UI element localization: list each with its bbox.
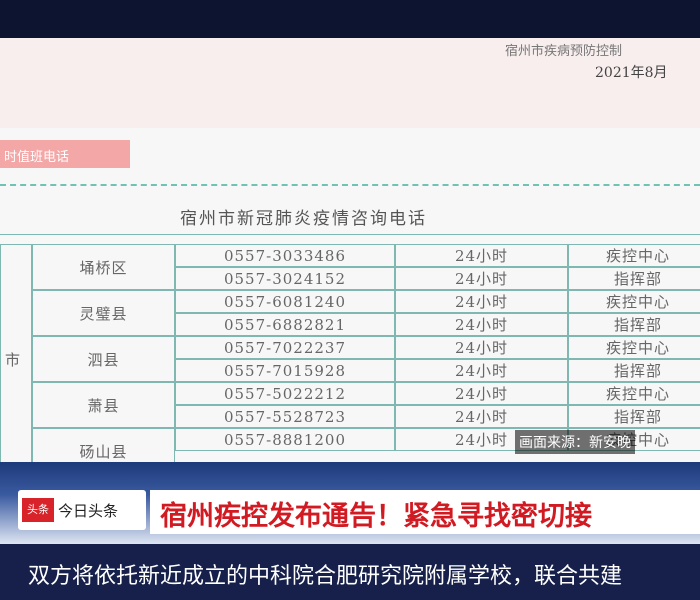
hours-cell: 24小时 (395, 359, 568, 382)
logo: 头条 (22, 498, 54, 522)
phone-cell: 0557-5528723 (175, 405, 395, 428)
hours-cell: 24小时 (395, 405, 568, 428)
table-top (0, 234, 700, 235)
district-cell: 埇桥区 (32, 244, 175, 290)
unit-cell: 指挥部 (568, 405, 700, 428)
button[interactable]: 时值班电话 (0, 140, 130, 168)
unit-cell: 指挥部 (568, 267, 700, 290)
headline: 宿州疾控发布通告！紧急寻找密切接 (150, 490, 700, 534)
district-cell: 泗县 (32, 336, 175, 382)
table-title: 宿州市新冠肺炎疫情咨询电话 (180, 209, 427, 229)
ticker: 双方将依托新近成立的中科院合肥研究院附属学校，联合共建 (0, 544, 700, 600)
channel: 今日头条 (58, 502, 119, 520)
divider (0, 184, 700, 186)
header-date: 2021年8月 (595, 65, 668, 81)
unit-cell: 疾控中心 (568, 290, 700, 313)
source-label: 画面来源：新安晚 (515, 430, 635, 454)
region-cell: 市 (0, 244, 32, 474)
phone-cell: 0557-6882821 (175, 313, 395, 336)
doc-header (0, 38, 700, 128)
hours-cell: 24小时 (395, 290, 568, 313)
hours-cell: 24小时 (395, 336, 568, 359)
phone-cell: 0557-3024152 (175, 267, 395, 290)
phone-cell: 0557-7015928 (175, 359, 395, 382)
unit-cell: 疾控中心 (568, 244, 700, 267)
hours-cell: 24小时 (395, 382, 568, 405)
phone-cell: 0557-5022212 (175, 382, 395, 405)
phone-cell: 0557-7022237 (175, 336, 395, 359)
phone-cell: 0557-8881200 (175, 428, 395, 451)
hours-cell: 24小时 (395, 244, 568, 267)
unit-cell: 指挥部 (568, 313, 700, 336)
unit-cell: 指挥部 (568, 359, 700, 382)
hours-cell: 24小时 (395, 313, 568, 336)
hours-cell: 24小时 (395, 267, 568, 290)
district-cell: 灵璧县 (32, 290, 175, 336)
district-cell: 萧县 (32, 382, 175, 428)
phone-cell: 0557-3033486 (175, 244, 395, 267)
phone-cell: 0557-6081240 (175, 290, 395, 313)
unit-cell: 疾控中心 (568, 336, 700, 359)
header-org: 宿州市疾病预防控制 (505, 44, 623, 59)
unit-cell: 疾控中心 (568, 382, 700, 405)
